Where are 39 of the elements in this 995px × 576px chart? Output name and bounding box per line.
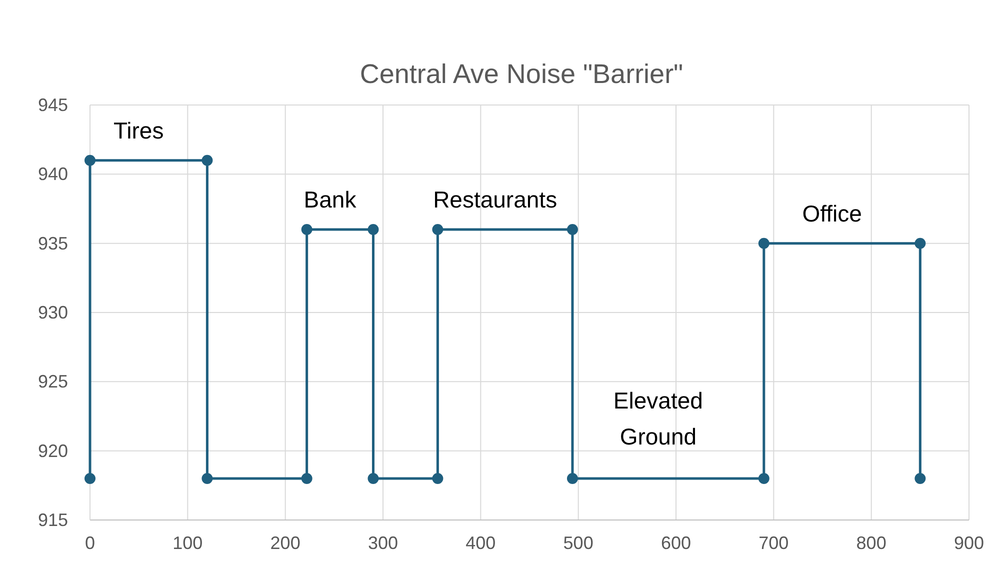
point: [202, 473, 213, 484]
point: [758, 473, 770, 484]
point: [84, 154, 96, 166]
x-tick-label: 400: [466, 533, 496, 553]
point: [301, 473, 312, 484]
annotation: Tires: [113, 117, 164, 144]
point: [432, 473, 444, 484]
point: [84, 473, 96, 484]
y-tick-label: 930: [38, 302, 68, 322]
y-tick-label: 945: [38, 95, 68, 115]
point: [301, 224, 312, 235]
annotation: Bank: [304, 186, 357, 212]
chart-title: Central Ave Noise "Barrier": [360, 59, 684, 89]
annotation: Elevated Ground: [613, 388, 703, 450]
x-tick-label: 800: [856, 533, 886, 553]
point: [368, 224, 379, 235]
x-tick-label: 200: [270, 533, 300, 553]
x-tick-label: 600: [660, 533, 692, 553]
point: [566, 473, 578, 484]
point: [566, 224, 578, 235]
x-tick-label: 700: [758, 533, 789, 553]
y-tick-label: 915: [38, 510, 68, 530]
x-tick-label: 500: [563, 533, 594, 553]
y-tick-label: 920: [38, 440, 68, 461]
point: [432, 224, 444, 235]
x-tick-label: 100: [172, 533, 203, 553]
x-tick-label: 300: [368, 533, 398, 553]
point: [914, 473, 926, 484]
point: [368, 473, 379, 484]
point: [202, 154, 213, 166]
point: [914, 238, 926, 249]
annotation: Restaurants: [433, 186, 558, 212]
point: [758, 238, 770, 249]
y-tick-label: 940: [38, 164, 68, 184]
x-tick-label: 900: [954, 533, 984, 553]
y-tick-label: 935: [38, 233, 68, 254]
x-tick-label: 0: [84, 533, 96, 553]
y-tick-label: 925: [38, 372, 68, 392]
annotation: Office: [802, 200, 862, 226]
